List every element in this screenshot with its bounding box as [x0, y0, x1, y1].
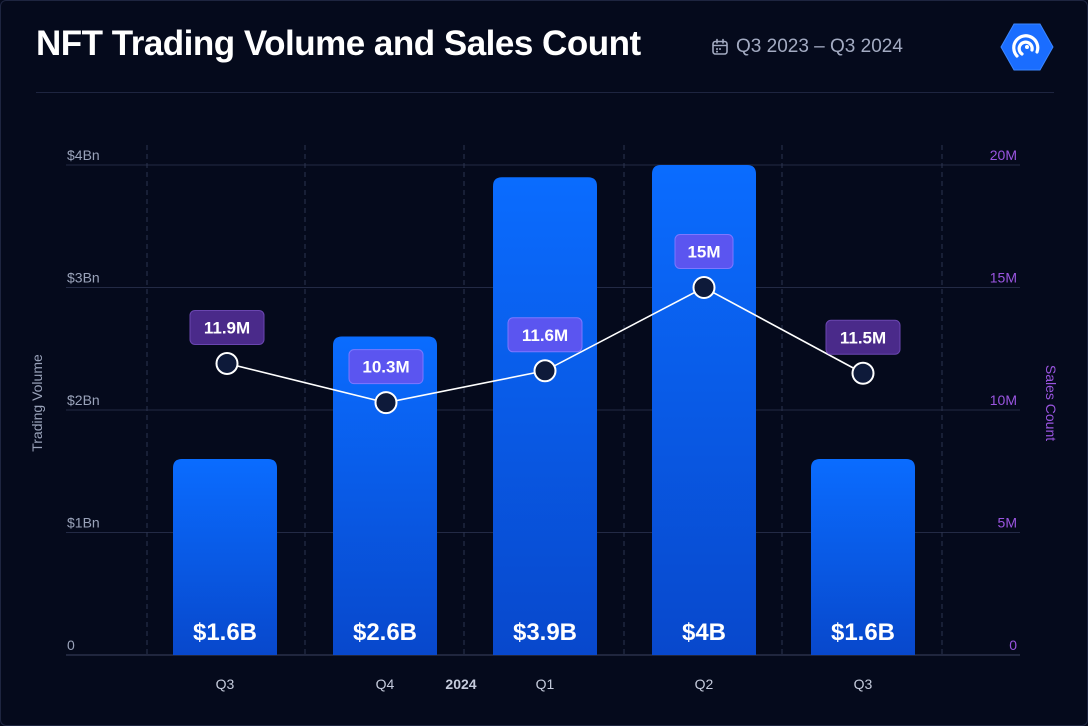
bar-value-label: $1.6B — [193, 619, 257, 646]
bar — [173, 459, 277, 655]
bar — [493, 177, 597, 655]
y-right-axis-title: Sales Count — [1043, 365, 1059, 441]
line-point — [533, 359, 557, 383]
line-point — [851, 361, 875, 385]
y-right-tick-label: 10M — [990, 392, 1017, 408]
y-right-tick-label: 15M — [990, 270, 1017, 286]
header-divider — [36, 92, 1054, 93]
calendar-icon — [711, 38, 729, 56]
y-tick-label: $2Bn — [67, 392, 100, 408]
x-tick-label: Q4 — [376, 676, 395, 692]
bar-value-label: $3.9B — [513, 619, 577, 646]
y-axis-title: Trading Volume — [29, 354, 45, 452]
x-tick-label: Q3 — [216, 676, 235, 692]
year-marker: 2024 — [445, 676, 476, 692]
bar — [652, 165, 756, 655]
y-tick-label: $4Bn — [67, 147, 100, 163]
bar — [333, 336, 437, 655]
date-range: Q3 2023 – Q3 2024 — [711, 36, 903, 58]
x-tick-label: Q3 — [854, 676, 873, 692]
line-value-badge — [674, 234, 734, 269]
y-right-tick-label: 5M — [998, 515, 1017, 531]
line-point — [215, 351, 239, 375]
y-right-tick-label: 20M — [990, 147, 1017, 163]
line-point — [374, 391, 398, 415]
date-range-text: Q3 2023 – Q3 2024 — [736, 36, 903, 57]
y-tick-label: $3Bn — [67, 270, 100, 286]
brand-logo-icon — [1000, 22, 1054, 77]
line-value-badge — [825, 319, 901, 355]
y-tick-label: 0 — [67, 637, 75, 653]
line-value-label: 15M — [687, 243, 720, 262]
bar — [811, 459, 915, 655]
line-point — [692, 276, 716, 299]
line-value-badge — [189, 309, 265, 345]
bar-value-label: $2.6B — [353, 619, 417, 646]
bar-value-label: $4B — [682, 619, 726, 646]
page-title: NFT Trading Volume and Sales Count — [36, 24, 641, 63]
line-value-label: 10.3M — [362, 358, 409, 377]
line-value-label: 11.6M — [522, 326, 568, 345]
y-right-tick-label: 0 — [1009, 637, 1017, 653]
bar-value-label: $1.6B — [831, 619, 895, 646]
line-value-label: 11.5M — [840, 328, 886, 347]
x-tick-label: Q2 — [695, 676, 714, 692]
line-value-badge — [507, 317, 583, 353]
y-tick-label: $1Bn — [67, 515, 100, 531]
line-value-label: 11.9M — [204, 318, 250, 337]
line-value-badge — [348, 349, 424, 385]
x-tick-label: Q1 — [536, 676, 555, 692]
